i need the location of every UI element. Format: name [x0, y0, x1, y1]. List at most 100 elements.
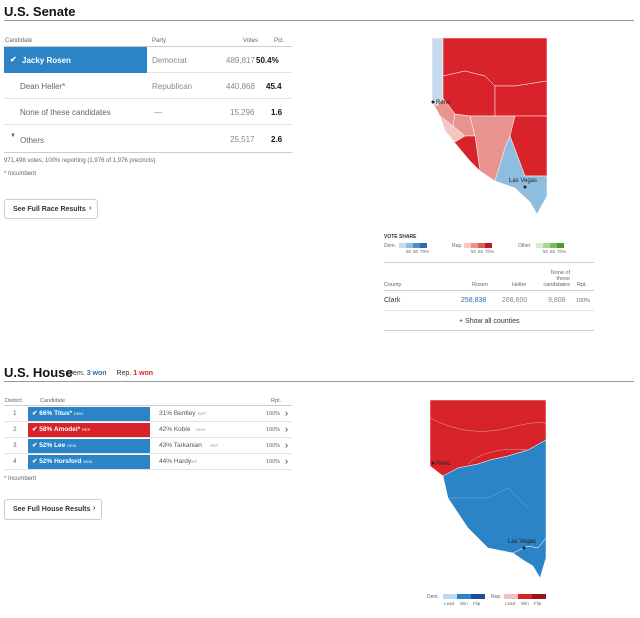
county-heller-votes: 266,600 [502, 297, 528, 304]
senate-header-rule [4, 46, 292, 47]
county-col-none: None of these candidates [543, 270, 570, 288]
house-col-candidate: Candidate [40, 398, 66, 404]
legend-other-label: Other [518, 243, 531, 249]
legend-dem-lead-swatch [443, 594, 457, 599]
loser-name: 43% Tarkanian [159, 442, 202, 449]
button-label: See Full House Results [13, 506, 91, 513]
see-full-race-results-button[interactable]: See Full Race Results › [4, 199, 98, 219]
button-label: See Full Race Results [13, 206, 86, 213]
chevron-right-icon: › [93, 505, 96, 512]
check-icon: ✔ [32, 426, 38, 433]
reno-marker [431, 100, 435, 104]
county-clark[interactable] [494, 135, 548, 215]
county-none-votes: 9,808 [548, 297, 566, 304]
district-rpt: 100% [266, 411, 281, 417]
winner-name: 66% Titus* [39, 410, 73, 417]
house-district-map: Reno Las Vegas [429, 399, 547, 579]
chevron-right-icon[interactable]: › [285, 440, 288, 450]
loser-name: 44% Hardy [159, 458, 192, 465]
house-incumbent-note: * Incumbent [4, 476, 37, 482]
show-all-counties-link[interactable]: + Show all counties [459, 318, 520, 325]
legend-rep-win-swatch [518, 594, 532, 599]
candidate-pct: 50.4% [256, 56, 279, 65]
winner-party: REP. [82, 427, 91, 432]
chevron-right-icon[interactable]: › [285, 408, 288, 418]
legend-dem-win: Win [460, 601, 468, 606]
county-name: Clark [384, 297, 401, 304]
legend-rep-flip-swatch [532, 594, 546, 599]
legend-title: VOTE SHARE [384, 234, 417, 240]
candidate-name: Jacky Rosen [22, 56, 71, 65]
legend-rep-swatch-4 [485, 243, 492, 248]
candidate-name: None of these candidates [20, 108, 111, 117]
house-row-district-3[interactable]: 3 ✔ 52% Lee DEM. 43% Tarkanian REP. 100%… [4, 438, 292, 454]
legend-rep-win: Win [521, 601, 529, 606]
winner-party: DEM. [67, 443, 78, 448]
legend-dem-swatch-2 [406, 243, 413, 248]
reporting-status: 971,498 votes, 100% reporting (1,976 of … [4, 158, 156, 164]
county-mineral-esmeralda[interactable] [444, 130, 481, 172]
senate-title: U.S. Senate [4, 4, 76, 19]
winner-name: 52% Lee [39, 442, 66, 449]
loser-name: 31% Bentley [159, 410, 196, 417]
expand-triangle-icon[interactable]: ▼ [10, 133, 16, 139]
las-vegas-label: Las Vegas [509, 178, 537, 184]
see-full-house-results-button[interactable]: See Full House Results › [4, 499, 102, 520]
district-boundary-line [467, 449, 529, 465]
house-row-district-4[interactable]: 4 ✔ 52% Horsford DEM. 44% Hardy REP. 100… [4, 454, 292, 470]
legend-dem-flip-swatch [471, 594, 485, 599]
las-vegas-label: Las Vegas [508, 539, 536, 545]
legend-other-swatch-3 [550, 243, 557, 248]
county-row-clark: Clark 258,838 266,600 9,808 100% [384, 291, 594, 311]
loser-name: 42% Koble [159, 426, 191, 433]
summary-rep-label: Rep. [116, 370, 132, 377]
candidate-votes: 25,517 [230, 135, 255, 144]
district-1-3-area[interactable] [512, 537, 547, 579]
house-row-district-2[interactable]: 2 ✔ 58% Amodei* REP. 42% Koble DEM. 100%… [4, 422, 292, 438]
house-rule [4, 381, 634, 382]
chevron-right-icon[interactable]: › [285, 424, 288, 434]
legend-rep-lead: Lead [505, 601, 516, 606]
senate-row-rosen: ✔ Jacky Rosen Democrat 489,817 50.4% [4, 47, 292, 73]
loser-party: REP. [189, 459, 198, 464]
county-white-pine[interactable] [494, 80, 548, 117]
house-summary: Dem. 3 won Rep. 1 won [68, 370, 153, 377]
chevron-right-icon[interactable]: › [285, 456, 288, 466]
candidate-party: — [154, 108, 162, 117]
legend-other-tick-2: 60 [550, 249, 556, 254]
col-pct-header: Pct. [274, 38, 285, 44]
chevron-right-icon: › [89, 205, 92, 212]
legend-rep-flip: Flip [534, 601, 542, 606]
district-rpt: 100% [266, 427, 281, 433]
legend-other-swatch-4 [557, 243, 564, 248]
winner-cell: ✔ Jacky Rosen [4, 47, 147, 73]
winner-cell: ✔ 52% Horsford DEM. [28, 455, 150, 469]
candidate-party: Democrat [152, 56, 187, 65]
candidate-votes: 489,817 [226, 56, 255, 65]
senate-row-none: None of these candidates — 15,296 1.6 [4, 99, 292, 125]
candidate-name[interactable]: Others [20, 136, 45, 145]
legend-dem-swatch-3 [413, 243, 420, 248]
county-washoe[interactable] [431, 37, 444, 107]
candidate-party: Republican [152, 82, 193, 91]
las-vegas-marker [522, 546, 526, 550]
district-boundary-line [448, 487, 529, 509]
house-row-district-1[interactable]: 1 ✔ 66% Titus* DEM. 31% Bentley REP. 100… [4, 406, 292, 422]
legend-dem-flip: Flip [473, 601, 481, 606]
house-legend: Dem. Lead Win Flip Rep. Lead Win Flip [427, 594, 557, 614]
winner-cell: ✔ 66% Titus* DEM. [28, 407, 150, 421]
legend-dem-label: Dem. [427, 594, 439, 600]
district-number: 2 [13, 426, 17, 433]
district-number: 3 [13, 442, 17, 449]
summary-dem-won: 3 won [86, 370, 107, 377]
senate-row-others[interactable]: ▼ Others 25,517 2.6 [4, 125, 292, 153]
legend-rep-swatch-1 [464, 243, 471, 248]
check-icon: ✔ [32, 442, 38, 449]
legend-dem-lead: Lead [444, 601, 455, 606]
house-col-rpt: Rpt. [271, 398, 282, 404]
winner-party: DEM. [83, 459, 94, 464]
check-icon: ✔ [32, 458, 38, 465]
winner-cell: ✔ 52% Lee DEM. [28, 439, 150, 453]
legend-rep-tick-2: 60 [478, 249, 484, 254]
house-title: U.S. House [4, 365, 73, 380]
